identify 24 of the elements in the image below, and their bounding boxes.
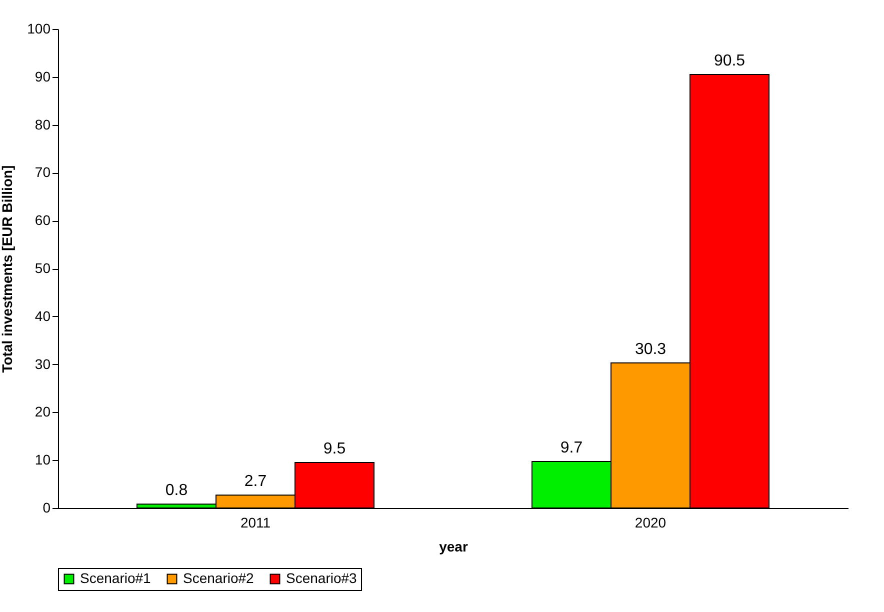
y-tick-label: 50 — [34, 260, 51, 276]
data-label: 9.5 — [323, 440, 346, 458]
x-tick-label: 2011 — [240, 514, 271, 530]
data-label: 0.8 — [165, 482, 188, 500]
y-tick-label: 10 — [34, 452, 51, 468]
y-tick-label: 0 — [42, 500, 51, 516]
data-label: 30.3 — [634, 340, 666, 358]
y-tick-label: 40 — [34, 308, 51, 324]
y-axis-title: Total investments [EUR Billion] — [0, 165, 16, 373]
y-tick-label: 90 — [34, 68, 51, 84]
y-tick-label: 70 — [34, 164, 51, 180]
y-tick-label: 20 — [34, 404, 51, 420]
x-tick-label: 2020 — [634, 514, 666, 530]
data-label: 9.7 — [560, 440, 583, 457]
y-tick-label: 60 — [34, 212, 51, 228]
y-tick-label: 30 — [34, 356, 51, 372]
data-label: 2.7 — [244, 473, 267, 490]
data-label: 90.5 — [714, 52, 746, 70]
legend-label: Scenario#1 — [80, 570, 152, 586]
legend-label: Scenario#2 — [183, 570, 254, 586]
y-tick-label: 80 — [34, 116, 51, 132]
x-axis-title: year — [439, 538, 468, 554]
y-tick-label: 100 — [27, 20, 51, 36]
legend-label: Scenario#3 — [286, 570, 358, 586]
